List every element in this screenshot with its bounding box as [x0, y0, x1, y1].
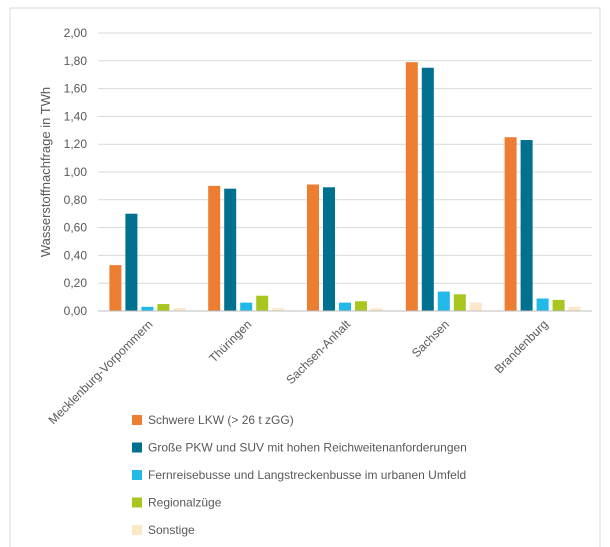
- bar: [339, 302, 351, 311]
- bar: [355, 301, 367, 311]
- category-label: Sachsen: [409, 317, 452, 360]
- legend-swatch: [132, 442, 142, 453]
- bar: [272, 308, 285, 311]
- bar: [109, 265, 122, 311]
- bar: [173, 308, 186, 311]
- bar: [141, 306, 154, 311]
- y-tick-label: 1,60: [64, 82, 88, 96]
- y-tick-label: 0,20: [64, 276, 88, 290]
- y-tick-label: 0,00: [64, 304, 88, 318]
- bars: [109, 62, 581, 311]
- legend-item-label: Fernreisebusse und Langstreckenbusse im …: [148, 468, 466, 482]
- bar: [469, 302, 482, 311]
- y-tick-label: 2,00: [64, 26, 88, 40]
- legend: Schwere LKW (> 26 t zGG) Große PKW und SU…: [132, 413, 467, 537]
- bar: [323, 187, 335, 311]
- legend-swatch: [132, 415, 142, 425]
- y-tick-label: 1,20: [64, 137, 88, 151]
- bar: [453, 294, 466, 311]
- y-tick-label: 0,60: [64, 221, 88, 235]
- bar: [568, 306, 581, 311]
- bar: [437, 291, 450, 311]
- legend-item-label: Regionalzüge: [148, 496, 222, 510]
- category-label: Mecklenburg-Vorpommern: [46, 317, 156, 427]
- y-tick-label: 1,40: [64, 109, 88, 123]
- bar: [125, 213, 138, 311]
- bar: [371, 308, 383, 311]
- gridlines: [98, 32, 592, 284]
- bar: [224, 188, 237, 311]
- bar: [307, 184, 319, 311]
- bar: [536, 298, 549, 311]
- bar: [157, 304, 170, 311]
- legend-swatch: [132, 470, 142, 480]
- legend-swatch: [132, 525, 142, 535]
- legend-swatch: [132, 497, 142, 508]
- category-labels: Mecklenburg-Vorpommern Thüringen Sachsen-A…: [46, 317, 551, 427]
- bar: [421, 67, 434, 311]
- bar: [405, 62, 418, 311]
- y-tick-label: 0,80: [64, 193, 88, 207]
- bar: [256, 295, 269, 311]
- category-label: Sachsen-Anhalt: [283, 317, 353, 387]
- category-label: Thüringen: [206, 317, 254, 365]
- y-axis-label: Wasserstoffnachfrage in TWh: [38, 87, 53, 257]
- y-tick-label: 1,00: [64, 165, 88, 179]
- bar: [208, 185, 221, 311]
- y-tick-label: 1,80: [64, 54, 88, 68]
- bar: [504, 137, 517, 311]
- y-axis-tick-labels: 0,00 0,20 0,40 0,60 0,80 1,00 1,20 1,40 1,60 1,80…: [64, 26, 88, 318]
- category-label: Brandenburg: [492, 317, 551, 376]
- bar: [520, 140, 533, 311]
- legend-item-label: Große PKW und SUV mit hohen Reichweitena…: [148, 441, 467, 455]
- legend-item-label: Schwere LKW (> 26 t zGG): [148, 413, 294, 427]
- bar: [552, 299, 565, 311]
- bar: [240, 302, 253, 311]
- y-tick-label: 0,40: [64, 248, 88, 262]
- legend-item-label: Sonstige: [148, 523, 195, 537]
